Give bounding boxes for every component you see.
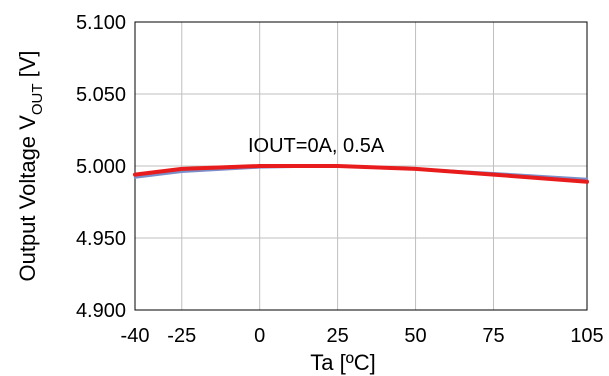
y-axis-title: Output Voltage VOUT [V] xyxy=(15,50,46,281)
y-tick-labels: 4.900 4.950 5.000 5.050 5.100 xyxy=(76,12,126,322)
x-tick-label: 50 xyxy=(404,325,426,347)
y-axis-title-unit: [V] xyxy=(15,50,40,83)
x-tick-labels: -40 -25 0 25 50 75 105 xyxy=(121,325,604,347)
x-tick-label: 0 xyxy=(254,325,265,347)
x-tick-label: -40 xyxy=(121,325,150,347)
x-tick-label: 105 xyxy=(570,325,603,347)
x-axis-title: Ta [ºC] xyxy=(310,350,376,375)
x-tick-label: 75 xyxy=(482,325,504,347)
x-tick-label: 25 xyxy=(326,325,348,347)
series-layer xyxy=(133,164,589,184)
y-tick-label: 5.000 xyxy=(76,156,126,178)
y-axis-title-subscript: OUT xyxy=(29,84,46,116)
y-tick-label: 5.100 xyxy=(76,12,126,34)
y-tick-label: 4.950 xyxy=(76,228,126,250)
y-tick-label: 5.050 xyxy=(76,84,126,106)
condition-annotation: IOUT=0A, 0.5A xyxy=(248,135,385,157)
plot-frame xyxy=(134,21,588,311)
x-tick-label: -25 xyxy=(167,325,196,347)
series-line-2 xyxy=(133,164,589,184)
y-tick-label: 4.900 xyxy=(76,300,126,322)
y-axis-title-main: Output Voltage V xyxy=(15,115,40,282)
